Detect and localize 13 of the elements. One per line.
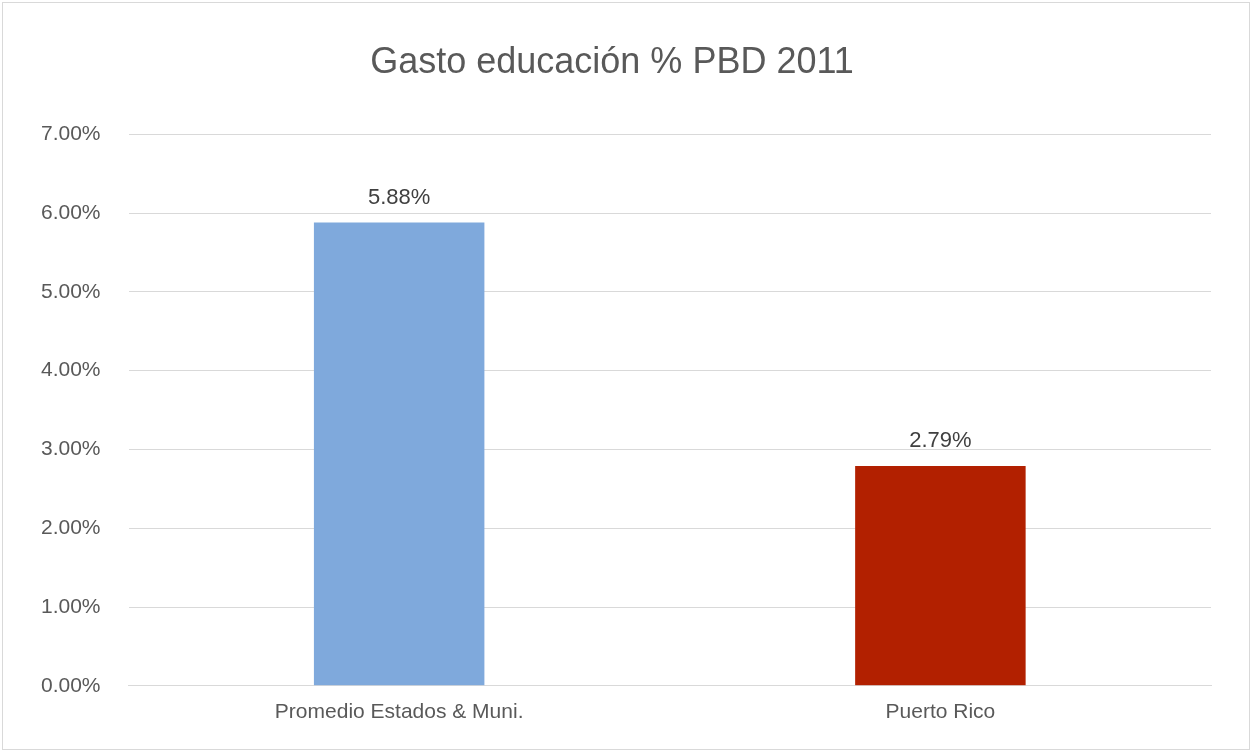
data-label: 2.79% [909,427,972,453]
x-tick-label: Promedio Estados & Muni. [274,699,524,723]
y-tick-label: 1.00% [41,593,101,617]
y-tick-label: 5.00% [41,278,101,302]
y-tick-label: 7.00% [41,121,101,144]
data-label: 5.88% [367,183,431,209]
y-tick-label: 6.00% [41,199,101,223]
y-tick-label: 3.00% [41,436,101,460]
y-tick-label: 2.00% [41,515,101,538]
x-tick-label: Puerto Rico [885,699,996,723]
chart-title: Gasto educación % PBD 2011 [370,39,854,81]
y-tick-label: 0.00% [41,672,101,696]
y-tick-label: 4.00% [41,357,101,381]
